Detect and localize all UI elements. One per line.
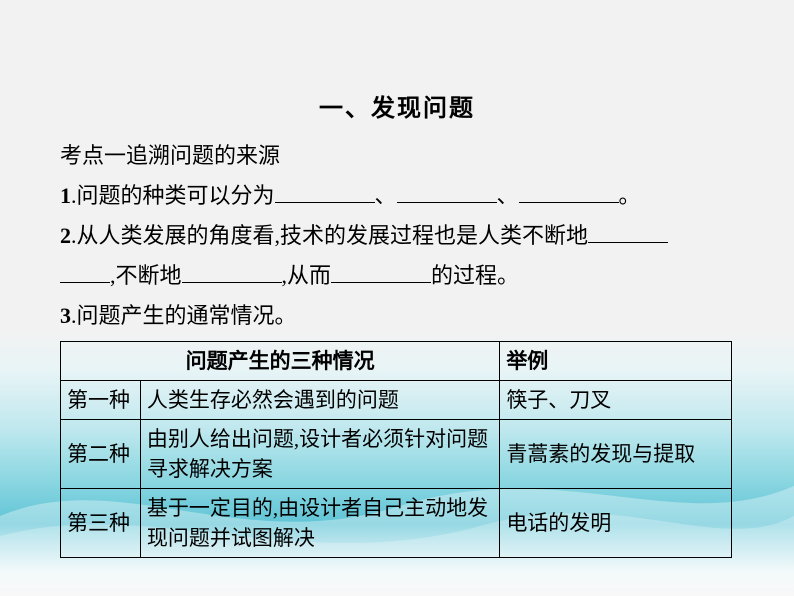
sep-2: 、 <box>497 183 519 208</box>
blank-3 <box>519 179 619 203</box>
row-1-example: 筷子、刀叉 <box>500 381 732 420</box>
point-2-text-c: ,从而 <box>282 263 332 288</box>
point-1: 1.问题的种类可以分为 、 、 。 <box>60 177 734 215</box>
row-1-situation: 人类生存必然会遇到的问题 <box>140 381 499 420</box>
row-3-situation: 基于一定目的,由设计者自己主动地发现问题并试图解决 <box>140 489 499 558</box>
point-3: 3.问题产生的通常情况。 <box>60 297 734 335</box>
point-2-text-d: 的过程。 <box>431 263 519 288</box>
point-2-line-1: 2.从人类发展的角度看,技术的发展过程也是人类不断地 <box>60 217 734 255</box>
table-row: 第一种 人类生存必然会遇到的问题 筷子、刀叉 <box>61 381 732 420</box>
header-example: 举例 <box>500 342 732 381</box>
table-row: 第二种 由别人给出问题,设计者必须针对问题寻求解决方案 青蒿素的发现与提取 <box>61 420 732 489</box>
point-1-end: 。 <box>619 183 641 208</box>
blank-5 <box>60 259 110 283</box>
blank-1 <box>275 179 375 203</box>
point-2-text-a: .从人类发展的角度看,技术的发展过程也是人类不断地 <box>71 223 588 248</box>
point-2-number: 2 <box>60 223 71 248</box>
blank-4 <box>588 219 668 243</box>
table-row: 第三种 基于一定目的,由设计者自己主动地发现问题并试图解决 电话的发明 <box>61 489 732 558</box>
row-2-situation: 由别人给出问题,设计者必须针对问题寻求解决方案 <box>140 420 499 489</box>
point-3-text: .问题产生的通常情况。 <box>71 303 297 328</box>
exam-point-heading: 考点一追溯问题的来源 <box>60 137 734 175</box>
blank-2 <box>397 179 497 203</box>
row-2-label: 第二种 <box>61 420 141 489</box>
row-1-label: 第一种 <box>61 381 141 420</box>
situations-table: 问题产生的三种情况 举例 第一种 人类生存必然会遇到的问题 筷子、刀叉 第二种 … <box>60 341 732 558</box>
row-3-label: 第三种 <box>61 489 141 558</box>
point-1-number: 1 <box>60 183 71 208</box>
sep-1: 、 <box>375 183 397 208</box>
point-2-line-2: ,不断地 ,从而 的过程。 <box>60 257 734 295</box>
point-1-text-a: .问题的种类可以分为 <box>71 183 275 208</box>
point-3-number: 3 <box>60 303 71 328</box>
row-3-example: 电话的发明 <box>500 489 732 558</box>
blank-7 <box>331 259 431 283</box>
point-2-text-b: ,不断地 <box>110 263 182 288</box>
slide-content: 一、发现问题 考点一追溯问题的来源 1.问题的种类可以分为 、 、 。 2.从人类发展… <box>0 0 794 558</box>
header-situation: 问题产生的三种情况 <box>61 342 500 381</box>
table-header-row: 问题产生的三种情况 举例 <box>61 342 732 381</box>
blank-6 <box>182 259 282 283</box>
section-title: 一、发现问题 <box>60 88 734 123</box>
row-2-example: 青蒿素的发现与提取 <box>500 420 732 489</box>
